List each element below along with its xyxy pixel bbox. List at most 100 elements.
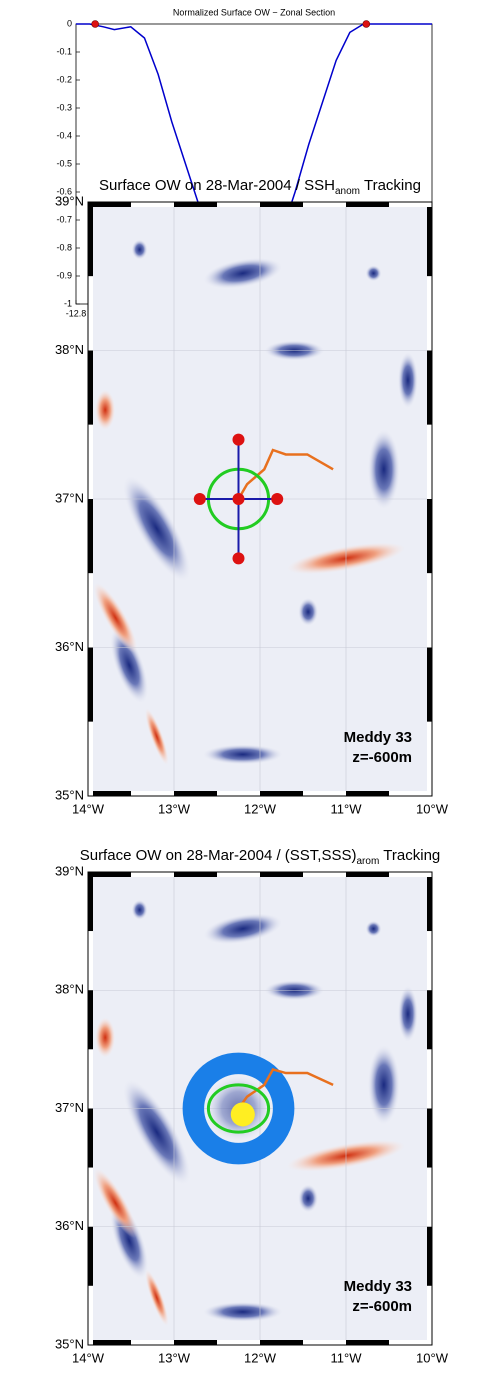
y-tick-label: -0.5 [56, 158, 72, 168]
frame-segment [88, 791, 131, 796]
frame-segment [260, 791, 303, 796]
y-tick-label: 35°N [55, 787, 84, 802]
x-tick-label: 14°W [72, 1350, 105, 1365]
frame-segment [88, 990, 93, 1050]
field-blob [93, 582, 138, 653]
field-blob [131, 899, 148, 920]
frame-segment [174, 791, 217, 796]
crosshair-point [232, 493, 245, 505]
field-blob [367, 429, 400, 510]
frame-segment [346, 791, 389, 796]
y-tick-label: -0.3 [56, 102, 72, 112]
frame-segment [88, 424, 93, 499]
field-blob [397, 352, 418, 409]
frame-segment [303, 872, 346, 877]
frame-segment [88, 276, 93, 351]
frame-segment [427, 573, 432, 648]
marker [362, 20, 371, 28]
y-tick-label: -1 [64, 298, 72, 308]
crosshair-point [232, 552, 245, 565]
frame-segment [260, 1340, 303, 1345]
x-tick-label: 11°W [331, 801, 363, 816]
crosshair-point [271, 493, 284, 505]
x-tick-label: 13°W [158, 1350, 191, 1365]
frame-segment [427, 276, 432, 351]
field-blob [397, 985, 418, 1042]
frame-segment [88, 872, 131, 877]
field-blob [365, 920, 382, 937]
frame-segment [427, 1226, 432, 1286]
frame-segment [217, 1340, 260, 1345]
frame-segment [427, 931, 432, 991]
frame-segment [260, 872, 303, 877]
frame-segment [389, 1340, 432, 1345]
frame-segment [131, 791, 174, 796]
x-tick-label: 13°W [158, 801, 191, 816]
frame-segment [174, 1340, 217, 1345]
title-subscript: anom [335, 186, 360, 197]
crosshair-point [193, 493, 206, 505]
frame-segment [88, 1340, 131, 1345]
frame-segment [88, 1167, 93, 1227]
frame-segment [217, 202, 260, 207]
annotation: z=-600m [352, 1298, 412, 1315]
eddy-contour [206, 1083, 271, 1134]
frame-segment [427, 647, 432, 722]
frame-segment [88, 350, 93, 425]
y-tick-label: -0.1 [56, 46, 72, 56]
eddy-core [230, 1102, 255, 1127]
frame-segment [427, 424, 432, 499]
frame-segment [427, 1167, 432, 1227]
frame-segment [174, 202, 217, 207]
field-blob [110, 627, 149, 704]
field-blob [145, 1269, 169, 1326]
y-tick-label: 36°N [55, 639, 84, 654]
frame-segment [303, 1340, 346, 1345]
title-part: Surface OW on 28-Mar-2004 / SSH [99, 177, 335, 194]
y-tick-label: -0.9 [56, 270, 72, 280]
x-tick-label: -12.8 [66, 308, 87, 318]
frame-segment [346, 1340, 389, 1345]
frame-segment [389, 872, 432, 877]
frame-segment [427, 721, 432, 796]
frame-segment [427, 350, 432, 425]
y-tick-label: 37°N [55, 490, 84, 505]
map-frame [87, 871, 433, 1346]
frame-segment [131, 872, 174, 877]
field-blob [365, 265, 382, 282]
y-tick-label: 35°N [55, 1336, 84, 1351]
marker [91, 20, 99, 28]
field-blob [367, 1044, 400, 1125]
map-frame [87, 201, 433, 797]
frame-segment [88, 202, 93, 277]
frame-segment [174, 872, 217, 877]
frame-segment [131, 202, 174, 207]
field-blob [145, 708, 169, 765]
y-tick-label: 37°N [55, 1100, 84, 1115]
x-tick-label: 14°W [72, 801, 105, 816]
frame-segment [88, 872, 93, 932]
y-tick-label: 38°N [55, 982, 84, 997]
field-blob [95, 1017, 116, 1058]
frame-segment [88, 721, 93, 796]
frame-segment [131, 1340, 174, 1345]
frame-segment [427, 872, 432, 932]
y-tick-label: -0.8 [56, 242, 72, 252]
title-part: Tracking [364, 177, 421, 194]
track [237, 1068, 334, 1110]
track [237, 448, 334, 500]
frame-segment [88, 931, 93, 991]
y-tick-label: 38°N [55, 342, 84, 357]
field-blob [202, 1301, 283, 1322]
frame-segment [88, 202, 131, 207]
frame-segment [303, 202, 346, 207]
annotation: z=-600m [352, 749, 412, 766]
y-tick-label: 36°N [55, 1218, 84, 1233]
y-tick-label: 0 [67, 18, 72, 28]
x-tick-label: 12°W [244, 1350, 277, 1365]
annotation: Meddy 33 [344, 1278, 412, 1295]
y-tick-label: -0.7 [56, 214, 72, 224]
x-tick-label: 12°W [244, 801, 277, 816]
y-tick-label: 39°N [55, 193, 84, 208]
